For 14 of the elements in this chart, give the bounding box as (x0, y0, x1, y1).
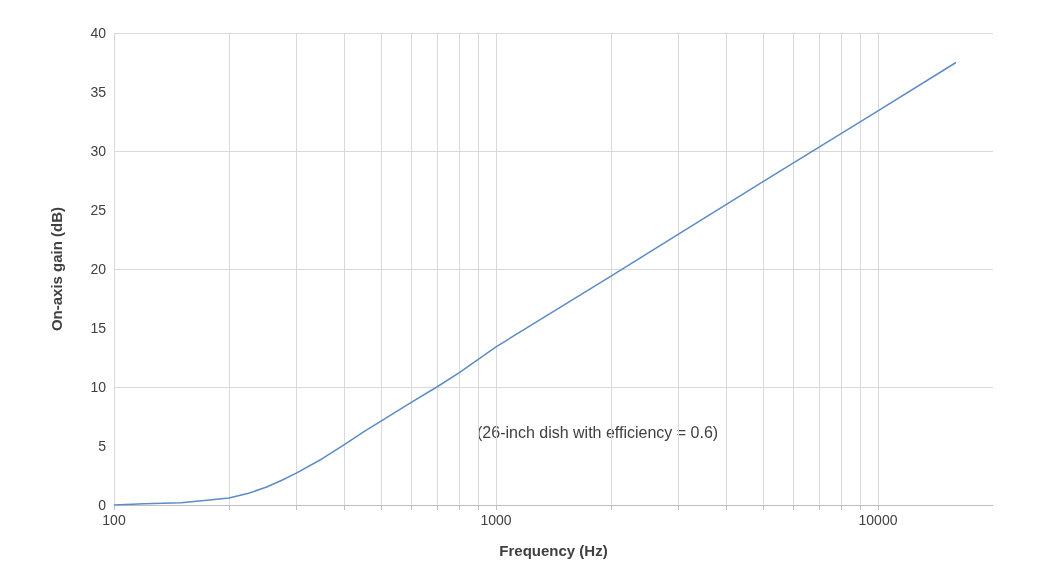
x-tick-label: 100 (102, 512, 126, 528)
y-tick-label: 5 (98, 438, 107, 454)
y-tick-label: 10 (90, 379, 107, 395)
x-axis-title: Frequency (Hz) (499, 542, 608, 559)
y-tick-label: 40 (90, 25, 107, 41)
x-tick-label: 1000 (480, 512, 512, 528)
y-tick-label: 0 (98, 497, 107, 513)
y-tick-label: 30 (90, 143, 107, 159)
y-tick-label: 35 (90, 84, 107, 100)
x-tick-label: 10000 (858, 512, 898, 528)
y-tick-label: 20 (90, 261, 107, 277)
y-tick-label: 15 (90, 320, 107, 336)
y-tick-label: 25 (90, 202, 107, 218)
y-axis-title: On-axis gain (dB) (48, 206, 65, 332)
